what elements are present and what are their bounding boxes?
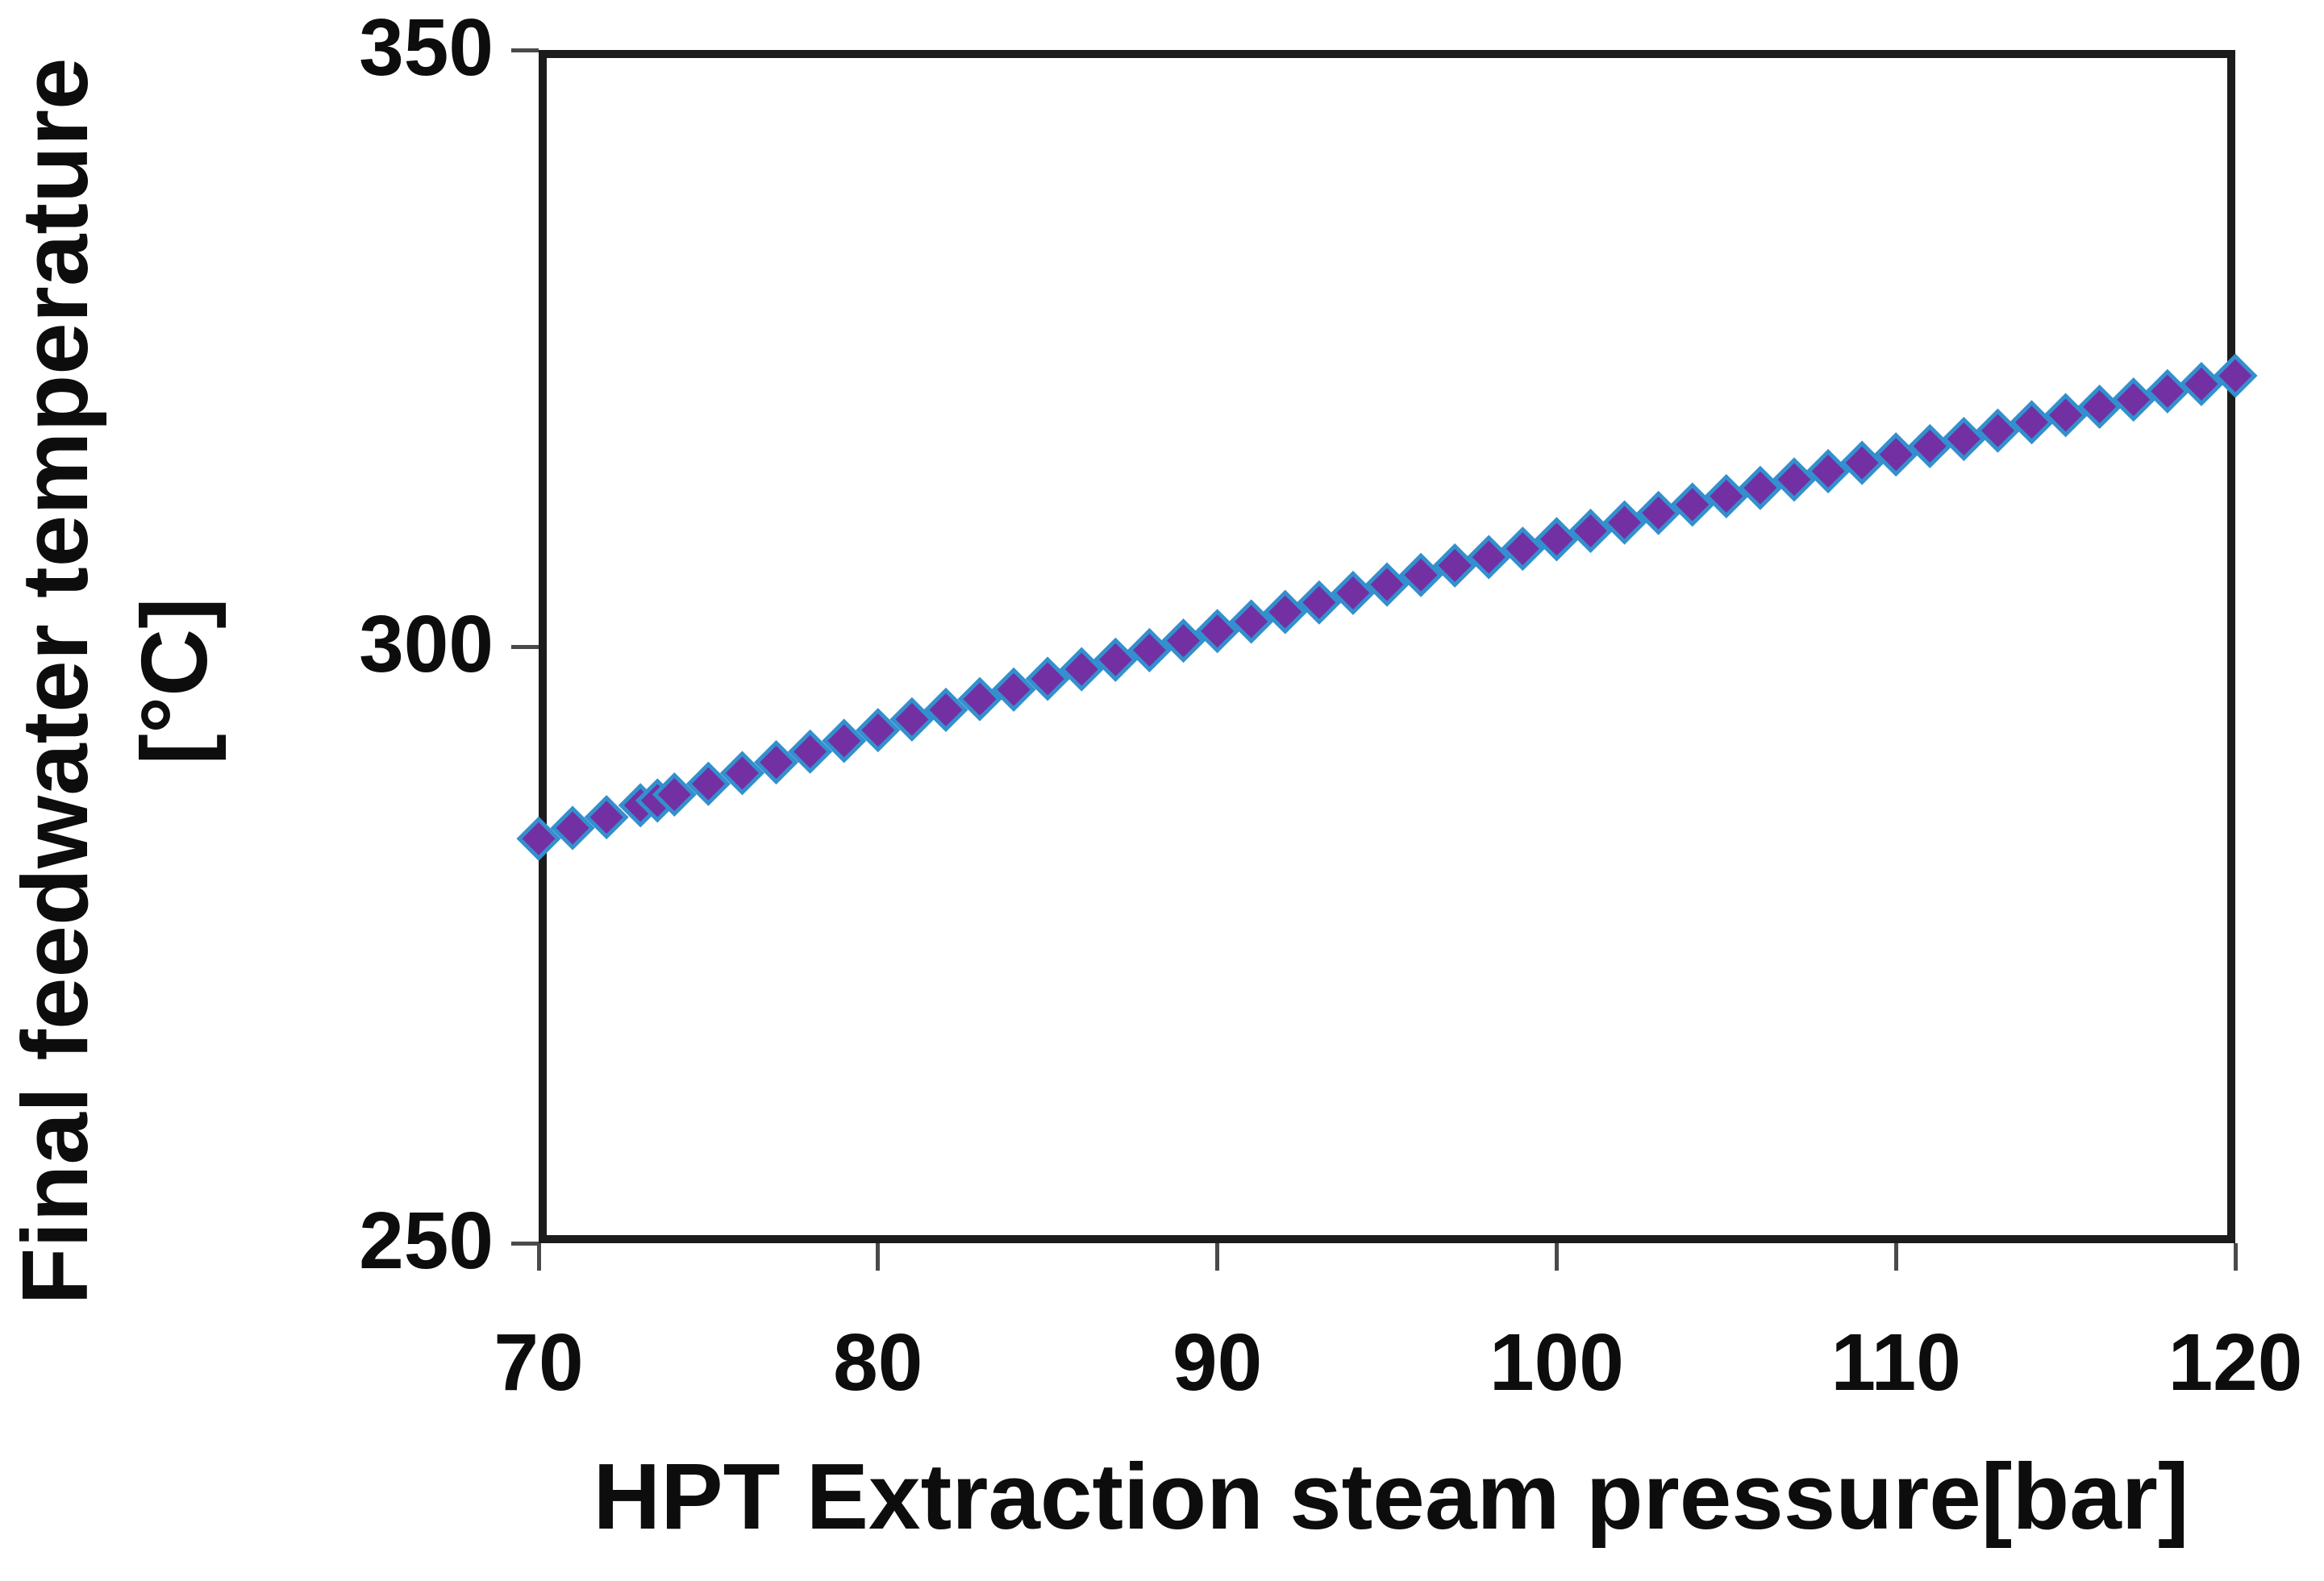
data-point-marker [754, 740, 799, 785]
data-point-marker [1364, 562, 1410, 607]
data-point-marker [856, 708, 901, 753]
x-tick-label: 110 [1830, 1317, 1961, 1408]
data-point-marker [991, 667, 1036, 712]
data-point-marker [1873, 432, 1918, 477]
data-point-marker [584, 795, 629, 840]
data-point-marker [1839, 440, 1885, 485]
data-point-marker [1670, 482, 1715, 527]
x-axis-tick [1554, 1243, 1559, 1271]
data-point-marker [1500, 526, 1545, 572]
x-tick-label: 90 [1172, 1317, 1263, 1408]
data-point-marker [923, 687, 968, 732]
y-axis-title: Final feedwater temperature [°C] [0, 57, 234, 1304]
y-axis-title-line1: Final feedwater temperature [2, 57, 107, 1305]
x-axis-title: HPT Extraction steam pressure[bar] [593, 1444, 2189, 1549]
data-point-marker [1025, 656, 1070, 701]
data-point-marker [1127, 627, 1172, 672]
data-point-marker [685, 761, 731, 806]
data-point-marker [822, 718, 867, 763]
data-point-marker [1195, 609, 1240, 654]
x-axis-tick [876, 1243, 881, 1271]
data-point-marker [516, 816, 561, 861]
data-point-marker [550, 805, 595, 851]
data-point-marker [1975, 408, 2020, 453]
x-axis-tick [2233, 1243, 2238, 1271]
data-point-marker [2111, 377, 2156, 422]
data-point-marker [1636, 490, 1681, 535]
data-point-marker [788, 729, 833, 774]
data-point-marker [1534, 517, 1579, 562]
data-point-marker [1568, 508, 1614, 553]
data-point-marker [1160, 618, 1206, 664]
plot-area [511, 48, 2258, 1271]
x-tick-label: 80 [833, 1317, 923, 1408]
data-point-marker [1297, 580, 1342, 625]
x-axis-tick [1893, 1243, 1898, 1271]
y-axis-tick [511, 644, 539, 649]
data-point-marker [1398, 552, 1443, 597]
plot-canvas [516, 353, 2258, 861]
data-point-marker [1772, 457, 1817, 502]
data-point-marker [1704, 473, 1749, 519]
x-axis-tick [536, 1243, 541, 1271]
data-point-marker [2179, 361, 2224, 406]
data-point-marker [1331, 570, 1376, 615]
data-point-marker [1602, 500, 1647, 545]
data-point-marker [1229, 599, 1274, 644]
y-tick-label: 350 [359, 2, 494, 94]
data-point-marker [1059, 647, 1104, 692]
data-point-marker [1466, 535, 1511, 580]
data-point-marker [1941, 416, 1986, 462]
y-axis-tick [511, 48, 539, 52]
data-point-marker [1093, 637, 1138, 682]
data-point-marker [1805, 448, 1851, 493]
data-point-marker [957, 676, 1002, 722]
x-tick-label: 100 [1489, 1317, 1624, 1408]
data-point-marker [652, 772, 697, 818]
data-point-marker [2213, 353, 2258, 398]
y-axis-tick [511, 1241, 539, 1246]
data-point-marker [719, 751, 765, 796]
y-axis-title-line2: [°C] [122, 597, 227, 765]
data-point-marker [1907, 423, 1952, 468]
data-point-marker [1738, 465, 1783, 510]
x-tick-label: 120 [2168, 1317, 2303, 1408]
data-point-marker [2145, 368, 2190, 414]
data-point-marker [889, 697, 935, 742]
x-tick-label: 70 [494, 1317, 584, 1408]
data-point-marker [2077, 384, 2122, 430]
data-point-marker [1432, 543, 1477, 588]
data-point-marker [2009, 400, 2055, 445]
data-point-marker [1263, 589, 1308, 634]
data-point-marker [2043, 393, 2089, 438]
x-axis-tick [1215, 1243, 1220, 1271]
y-tick-label: 300 [359, 599, 494, 690]
y-tick-label: 250 [359, 1196, 494, 1287]
